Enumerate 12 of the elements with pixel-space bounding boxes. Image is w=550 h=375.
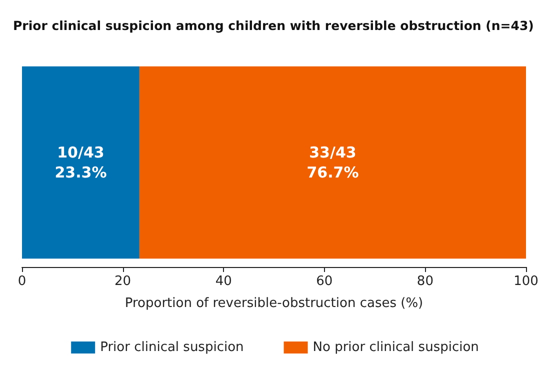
x-axis-title: Proportion of reversible-obstruction cases (%): [124, 296, 424, 311]
x-tick-label: 20: [114, 274, 132, 289]
x-tick-label: 0: [18, 274, 26, 289]
data-label: 10/43 23.3%: [54, 144, 107, 182]
x-tick-label: 80: [416, 274, 434, 289]
x-tick-label: 60: [316, 274, 333, 289]
x-tick-label: 40: [215, 274, 232, 289]
data-label: 33/43 76.7%: [306, 144, 359, 182]
x-tick-label: 100: [514, 274, 538, 289]
legend-label: No prior clinical suspicion: [312, 340, 479, 355]
chart-title: Prior clinical suspicion among children with reversible obstruction (n=43): [13, 18, 534, 33]
legend-label: Prior clinical suspicion: [100, 340, 244, 355]
